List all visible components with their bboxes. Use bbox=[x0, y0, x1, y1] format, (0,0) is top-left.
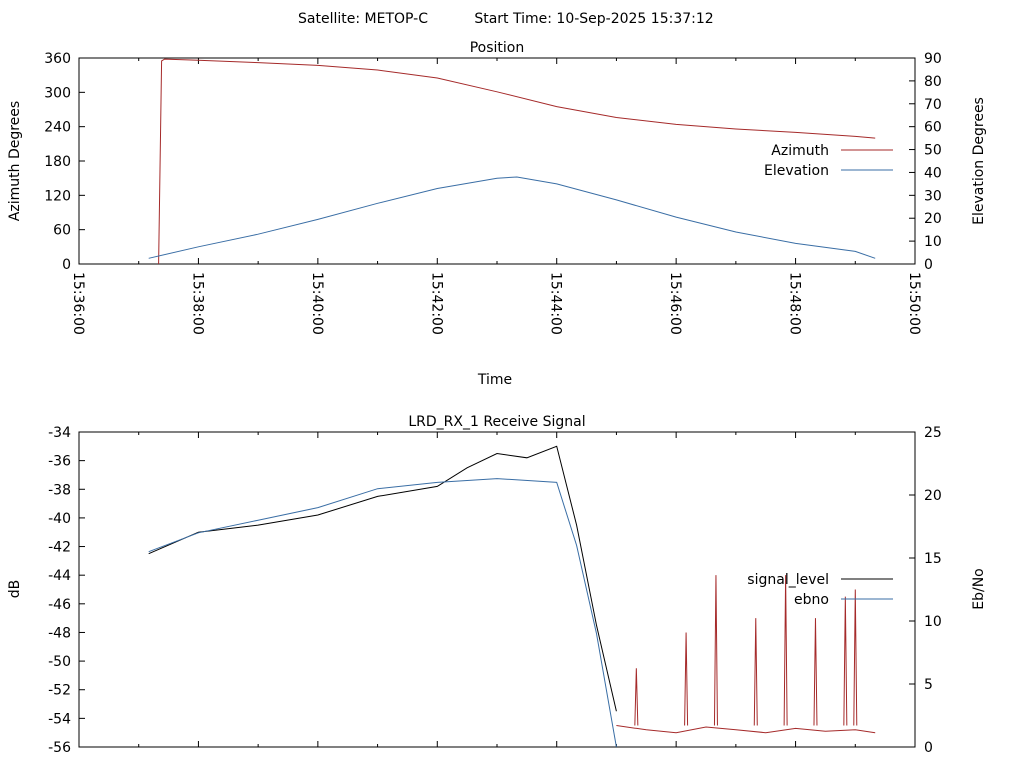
legend-label: Azimuth bbox=[771, 143, 829, 159]
series-line-elevation bbox=[148, 176, 876, 259]
receive-chart-title: LRD_RX_1 Receive Signal bbox=[408, 414, 585, 430]
position-chart: Position Azimuth Degrees Elevation Degre… bbox=[7, 40, 987, 388]
y2-tick-label: 15 bbox=[924, 551, 942, 567]
y2-tick-label: 0 bbox=[924, 257, 933, 273]
y-tick-label: -44 bbox=[48, 568, 71, 584]
y2-tick-label: 30 bbox=[924, 188, 942, 204]
y-tick-label: -46 bbox=[48, 597, 71, 613]
y-tick-label: 300 bbox=[44, 85, 71, 101]
x-tick-label: 15:46:00 bbox=[667, 272, 683, 335]
plot-frame bbox=[78, 431, 916, 748]
noise-spike bbox=[853, 589, 858, 726]
y-tick-label: 60 bbox=[53, 223, 71, 239]
noise-spike bbox=[753, 618, 758, 726]
y-tick-label: -48 bbox=[48, 625, 71, 641]
x-tick-label: 15:44:00 bbox=[548, 272, 564, 335]
position-y2label: Elevation Degrees bbox=[971, 97, 987, 225]
y-tick-label: -52 bbox=[48, 683, 71, 699]
plot-frame bbox=[78, 57, 916, 265]
noise-spike bbox=[843, 596, 848, 726]
receive-signal-chart: LRD_RX_1 Receive Signal dB Eb/No -56 -54 -… bbox=[7, 414, 987, 756]
legend-label: ebno bbox=[794, 592, 829, 608]
receive-y2label: Eb/No bbox=[971, 568, 987, 610]
y-tick-label: 180 bbox=[44, 154, 71, 170]
x-tick-label: 15:42:00 bbox=[428, 272, 444, 335]
y-tick-label: -54 bbox=[48, 711, 71, 727]
y2-tick-label: 25 bbox=[924, 425, 942, 441]
y2-tick-label: 10 bbox=[924, 614, 942, 630]
noise-spike bbox=[634, 668, 639, 726]
legend-label: Elevation bbox=[764, 163, 829, 179]
series-line-azimuth bbox=[158, 58, 876, 265]
noise-spike bbox=[684, 632, 689, 726]
legend-label: signal_level bbox=[747, 572, 829, 588]
y2-tick-label: 80 bbox=[924, 74, 942, 90]
x-tick-label: 15:38:00 bbox=[189, 272, 205, 335]
y-tick-label: -56 bbox=[48, 740, 71, 756]
y2-tick-label: 0 bbox=[924, 740, 933, 756]
y2-tick-label: 90 bbox=[924, 51, 942, 67]
position-ylabel: Azimuth Degrees bbox=[7, 101, 23, 221]
y2-tick-label: 5 bbox=[924, 677, 933, 693]
y-tick-label: -40 bbox=[48, 511, 71, 527]
noise-spike bbox=[813, 618, 818, 726]
x-tick-label: 15:48:00 bbox=[787, 272, 803, 335]
noise-spike bbox=[783, 575, 788, 726]
x-tick-label: 15:36:00 bbox=[70, 272, 86, 335]
y2-tick-label: 40 bbox=[924, 165, 942, 181]
y-tick-label: 120 bbox=[44, 188, 71, 204]
satellite-label: Satellite: METOP-C bbox=[298, 11, 428, 27]
y-tick-label: -42 bbox=[48, 540, 71, 556]
y2-tick-label: 10 bbox=[924, 234, 942, 250]
y-tick-label: -34 bbox=[48, 425, 71, 441]
series-line-signal-level bbox=[148, 445, 617, 712]
y-tick-label: -36 bbox=[48, 454, 71, 470]
x-tick-label: 15:50:00 bbox=[906, 272, 922, 335]
y-tick-label: -50 bbox=[48, 654, 71, 670]
y2-tick-label: 50 bbox=[924, 143, 942, 159]
x-tick-label: 15:40:00 bbox=[309, 272, 325, 335]
y2-tick-label: 20 bbox=[924, 488, 942, 504]
y-tick-label: 360 bbox=[44, 51, 71, 67]
y-tick-label: -38 bbox=[48, 482, 71, 498]
position-xlabel: Time bbox=[477, 372, 512, 388]
receive-ylabel: dB bbox=[7, 580, 23, 599]
series-line-ebno bbox=[148, 478, 617, 748]
y2-tick-label: 70 bbox=[924, 97, 942, 113]
y2-tick-label: 60 bbox=[924, 120, 942, 136]
y2-tick-label: 20 bbox=[924, 211, 942, 227]
position-chart-title: Position bbox=[470, 40, 525, 56]
start-time-label: Start Time: 10-Sep-2025 15:37:12 bbox=[474, 11, 713, 27]
series-line-noise-floor bbox=[616, 725, 876, 734]
y-tick-label: 240 bbox=[44, 120, 71, 136]
y-tick-label: 0 bbox=[62, 257, 71, 273]
noise-spike bbox=[713, 575, 718, 726]
